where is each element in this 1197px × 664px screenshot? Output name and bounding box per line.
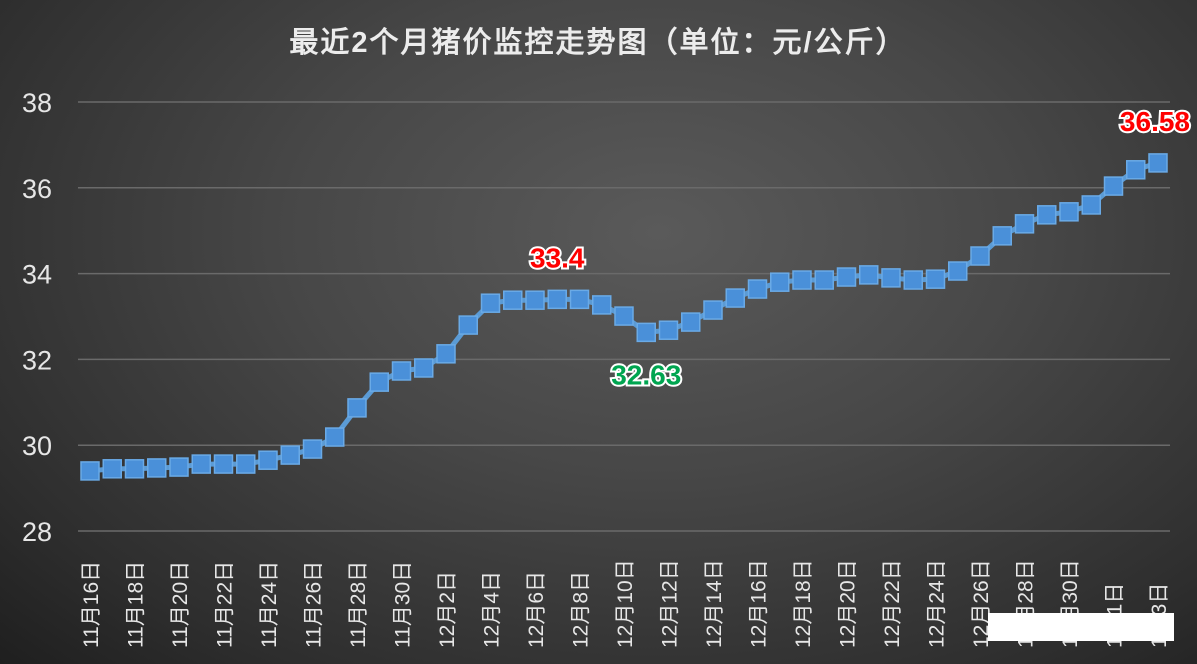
data-point-marker <box>592 295 612 315</box>
data-point-marker <box>191 454 211 474</box>
data-point-marker <box>280 445 300 465</box>
data-point-marker <box>636 322 656 343</box>
data-point-marker <box>1014 214 1035 234</box>
x-tick-label: 11月26日 <box>303 561 326 648</box>
data-point-marker <box>747 279 768 299</box>
data-point-marker <box>458 315 478 335</box>
data-point-marker <box>1037 205 1057 225</box>
x-tick-label: 11月24日 <box>258 561 281 648</box>
y-tick-label: 32 <box>22 345 52 375</box>
data-point-marker <box>681 312 701 332</box>
data-point-marker <box>814 270 834 290</box>
data-point-marker <box>1103 176 1124 196</box>
data-point-marker <box>503 290 523 310</box>
x-tick-label: 11月16日 <box>80 561 103 648</box>
data-point-marker <box>1148 153 1168 173</box>
data-point-marker <box>725 288 745 308</box>
data-point-marker <box>547 289 567 310</box>
data-point-marker <box>569 289 590 310</box>
data-point-marker <box>325 427 345 447</box>
data-point-marker <box>258 450 278 470</box>
y-tick-label: 34 <box>22 260 52 290</box>
data-point-marker <box>391 361 412 381</box>
data-point-marker <box>102 459 122 479</box>
data-label: 36.58 <box>1120 106 1190 137</box>
data-point-marker <box>703 300 723 320</box>
data-label: 32.63 <box>611 359 681 390</box>
x-tick-label: 11月18日 <box>125 561 148 648</box>
data-point-marker <box>1059 202 1079 222</box>
data-point-marker <box>213 454 234 474</box>
data-point-marker <box>169 457 189 477</box>
data-point-marker <box>369 372 389 392</box>
x-tick-label: 11月20日 <box>169 561 192 648</box>
data-point-marker <box>236 454 256 474</box>
data-point-marker <box>80 461 100 481</box>
data-label: 33.4 <box>530 242 585 273</box>
watermark-cover <box>988 613 1174 641</box>
data-point-marker <box>859 265 879 285</box>
x-tick-label: 12月18日 <box>792 559 815 648</box>
x-tick-label: 12月20日 <box>837 559 860 648</box>
data-point-marker <box>925 269 946 289</box>
data-point-marker <box>970 246 990 266</box>
data-point-marker <box>525 290 545 310</box>
data-point-marker <box>881 268 901 288</box>
data-point-marker <box>124 459 145 479</box>
x-tick-label: 12月22日 <box>881 559 904 648</box>
y-tick-label: 30 <box>22 431 52 461</box>
data-point-marker <box>903 270 923 290</box>
x-tick-label: 12月12日 <box>659 559 682 648</box>
x-tick-label: 12月4日 <box>481 571 504 648</box>
data-point-marker <box>836 267 857 287</box>
y-tick-label: 38 <box>22 88 52 118</box>
data-point-marker <box>792 270 812 290</box>
data-point-marker <box>480 293 501 313</box>
chart-title: 最近2个月猪价监控走势图（单位：元/公斤） <box>289 25 906 59</box>
y-tick-label: 36 <box>22 174 52 204</box>
data-point-marker <box>948 261 968 281</box>
x-tick-label: 12月6日 <box>525 571 548 648</box>
x-tick-label: 12月26日 <box>970 559 993 648</box>
data-point-marker <box>436 344 456 364</box>
data-point-marker <box>147 458 167 478</box>
x-tick-label: 12月14日 <box>703 559 726 648</box>
data-point-marker <box>414 358 434 378</box>
y-tick-label: 28 <box>22 517 52 547</box>
data-point-marker <box>1126 160 1146 180</box>
x-tick-label: 12月8日 <box>570 571 593 648</box>
x-tick-label: 11月28日 <box>347 561 370 648</box>
x-tick-label: 11月22日 <box>214 561 237 648</box>
x-tick-label: 11月30日 <box>392 561 415 648</box>
data-point-marker <box>1081 195 1101 215</box>
data-point-marker <box>770 272 790 292</box>
x-tick-label: 12月24日 <box>926 559 949 648</box>
data-point-marker <box>614 306 634 326</box>
x-tick-label: 12月10日 <box>614 559 637 648</box>
x-tick-label: 12月2日 <box>436 571 459 648</box>
data-point-marker <box>992 226 1012 246</box>
data-point-marker <box>658 320 679 340</box>
x-tick-label: 12月16日 <box>748 559 771 648</box>
data-point-marker <box>347 398 367 418</box>
data-point-marker <box>302 439 323 459</box>
